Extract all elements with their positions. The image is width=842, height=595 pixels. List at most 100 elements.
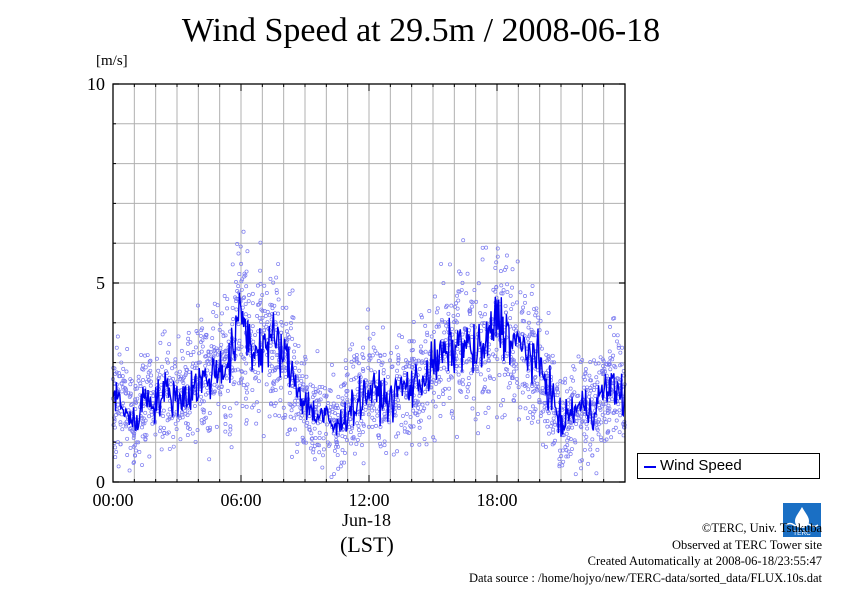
scatter-point [482, 323, 487, 328]
scatter-point [573, 472, 578, 477]
scatter-point [607, 361, 611, 366]
scatter-point [469, 299, 474, 304]
scatter-point [595, 447, 600, 452]
scatter-point [332, 448, 337, 453]
scatter-point [136, 374, 141, 379]
scatter-point [188, 353, 193, 358]
chart-title: Wind Speed at 29.5m / 2008-06-18 [181, 12, 661, 49]
scatter-point [324, 393, 329, 398]
scatter-point [534, 306, 539, 311]
scatter-point [131, 460, 136, 465]
scatter-point [244, 284, 249, 289]
scatter-point [195, 331, 200, 336]
scatter-point [464, 395, 469, 400]
scatter-point [439, 366, 443, 371]
scatter-point [298, 416, 303, 420]
scatter-point [318, 397, 323, 402]
scatter-point [117, 352, 122, 357]
scatter-point [284, 321, 289, 326]
scatter-point [390, 364, 395, 369]
scatter-point [579, 420, 584, 424]
scatter-point [410, 362, 415, 367]
scatter-point [133, 383, 138, 388]
scatter-point [161, 414, 166, 419]
scatter-point [223, 429, 228, 434]
scatter-point [168, 382, 173, 387]
scatter-point [596, 417, 601, 422]
scatter-point [254, 400, 259, 405]
scatter-point [572, 390, 577, 395]
scatter-point [223, 333, 228, 338]
scatter-point [396, 431, 401, 436]
scatter-point [440, 319, 445, 324]
scatter-point [160, 434, 165, 439]
scatter-point [333, 444, 338, 449]
scatter-point [207, 457, 212, 462]
scatter-point [232, 380, 237, 385]
scatter-point [203, 363, 208, 368]
scatter-point [588, 442, 593, 447]
scatter-point [372, 418, 377, 423]
scatter-point [350, 342, 355, 347]
scatter-point [222, 404, 227, 409]
scatter-point [436, 322, 441, 327]
scatter-point [423, 389, 428, 394]
scatter-point [270, 306, 275, 311]
scatter-point [616, 343, 621, 348]
scatter-point [434, 324, 439, 329]
scatter-point [223, 422, 228, 426]
scatter-point [204, 354, 209, 359]
scatter-point [250, 388, 255, 392]
scatter-point [185, 367, 190, 372]
scatter-point [378, 353, 383, 358]
scatter-point [349, 424, 354, 429]
scatter-point [460, 377, 465, 382]
scatter-point [607, 360, 612, 365]
scatter-point [594, 375, 599, 380]
scatter-point [274, 365, 279, 370]
scatter-point [550, 353, 555, 358]
scatter-point [170, 366, 175, 371]
scatter-point [329, 475, 334, 480]
scatter-point [165, 418, 170, 423]
scatter-point [186, 336, 191, 341]
scatter-point [321, 453, 325, 458]
scatter-point [258, 281, 263, 286]
scatter-point [172, 364, 177, 369]
scatter-point [283, 336, 288, 341]
scatter-point [140, 434, 145, 439]
scatter-point [159, 447, 164, 452]
scatter-point [140, 463, 144, 467]
scatter-point [417, 425, 422, 430]
scatter-point [363, 407, 368, 412]
scatter-point [304, 423, 309, 428]
scatter-point [451, 415, 455, 420]
scatter-point [334, 438, 339, 443]
scatter-point [336, 444, 340, 449]
scatter-point [558, 379, 563, 384]
scatter-point [572, 438, 577, 443]
scatter-point [243, 312, 248, 317]
scatter-point [131, 436, 136, 440]
scatter-point [533, 407, 538, 412]
scatter-point [506, 385, 511, 390]
scatter-point [433, 404, 438, 409]
scatter-point [302, 419, 306, 424]
scatter-point [438, 413, 443, 418]
scatter-point [582, 447, 587, 452]
scatter-point [216, 402, 221, 407]
scatter-point [257, 316, 262, 321]
scatter-point [501, 398, 506, 402]
scatter-point [380, 360, 385, 365]
scatter-point [583, 439, 588, 444]
scatter-point [161, 408, 166, 413]
scatter-point [270, 386, 275, 391]
scatter-point [345, 438, 350, 443]
scatter-point [125, 436, 130, 441]
scatter-point [251, 339, 256, 344]
scatter-point [296, 412, 301, 417]
scatter-point [572, 367, 577, 372]
scatter-point [538, 400, 543, 405]
scatter-point [495, 357, 500, 361]
scatter-point [360, 352, 365, 357]
